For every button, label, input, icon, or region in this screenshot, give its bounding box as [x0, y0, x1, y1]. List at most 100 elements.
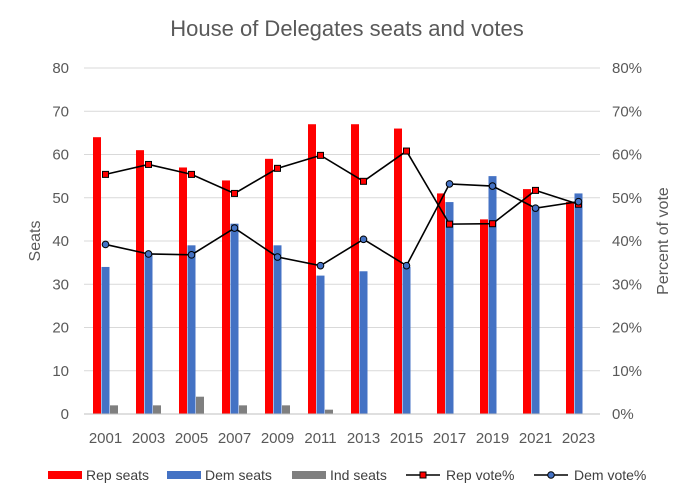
bar-dem-seats-2001 [101, 266, 110, 414]
y-tick-label: 60 [52, 147, 69, 164]
bar-dem-seats-2015 [402, 266, 411, 414]
bar-rep-seats-2017 [437, 193, 445, 414]
bar-dem-seats-2011 [316, 275, 325, 414]
y-tick-label: 20 [52, 320, 69, 337]
x-tick-label: 2003 [132, 430, 165, 447]
x-tick-label: 2015 [390, 430, 423, 447]
marker-rep-vote--2009 [274, 164, 281, 172]
bar-ind-seats-2005 [196, 396, 204, 414]
x-tick-label: 2001 [89, 430, 122, 447]
vote-lines [101, 147, 583, 270]
marker-dem-vote--2003 [144, 250, 153, 258]
legend-label: Dem vote% [574, 467, 646, 483]
legend-item-dem-seats: Dem seats [167, 467, 272, 483]
chart-title: House of Delegates seats and votes [170, 16, 523, 41]
y-tick-label: 30 [52, 276, 69, 293]
bar-rep-seats-2019 [480, 219, 488, 414]
gridlines [84, 67, 600, 415]
y2-tick-label: 10% [612, 363, 642, 380]
marker-dem-vote--2019 [488, 182, 497, 190]
marker-rep-vote--2007 [231, 189, 238, 197]
bar-rep-seats-2015 [394, 128, 402, 415]
bar-dem-seats-2007 [230, 223, 239, 414]
y2-tick-label: 80% [612, 60, 642, 77]
x-tick-label: 2017 [433, 430, 466, 447]
bar-dem-seats-2013 [359, 271, 368, 414]
bar-rep-seats-2005 [179, 167, 187, 414]
bar-rep-seats-2021 [523, 189, 531, 414]
legend: Rep seats Dem seats Ind seats Rep vote% Dem … [48, 467, 646, 483]
legend-item-rep-vote-: Rep vote% [406, 467, 514, 483]
marker-dem-vote--2023 [574, 197, 583, 206]
x-tick-label: 2007 [218, 430, 251, 447]
marker-dem-vote--2001 [101, 240, 110, 249]
y2-tick-label: 50% [612, 190, 642, 207]
x-tick-label: 2021 [519, 430, 552, 447]
legend-label: Ind seats [330, 467, 387, 483]
legend-swatch-marker [547, 471, 555, 479]
marker-rep-vote--2015 [403, 147, 410, 155]
bar-dem-seats-2019 [488, 176, 497, 414]
bar-rep-seats-2023 [566, 202, 574, 414]
bar-rep-seats-2001 [93, 137, 101, 414]
y-tick-label: 0 [61, 406, 69, 423]
x-tick-label: 2023 [562, 430, 595, 447]
bar-dem-seats-2009 [273, 245, 282, 414]
marker-rep-vote--2003 [145, 160, 152, 168]
marker-rep-vote--2011 [317, 151, 324, 159]
x-tick-label: 2005 [175, 430, 208, 447]
legend-swatch [167, 471, 201, 479]
y2-tick-label: 30% [612, 276, 642, 293]
bar-rep-seats-2011 [308, 124, 316, 414]
marker-rep-vote--2013 [360, 177, 367, 185]
legend-label: Dem seats [205, 467, 272, 483]
legend-swatch-marker [419, 471, 427, 479]
x-tick-label: 2009 [261, 430, 294, 447]
marker-dem-vote--2021 [531, 204, 540, 212]
y-tick-label: 10 [52, 363, 69, 380]
bar-dem-seats-2023 [574, 193, 583, 414]
y2-tick-label: 20% [612, 320, 642, 337]
y2-axis-title: Percent of vote [655, 187, 672, 295]
bar-rep-seats-2013 [351, 124, 359, 414]
marker-dem-vote--2013 [359, 235, 368, 244]
marker-dem-vote--2017 [445, 180, 454, 188]
y-tick-label: 40 [52, 233, 69, 250]
bar-dem-seats-2017 [445, 202, 454, 414]
x-tick-label: 2019 [476, 430, 509, 447]
marker-rep-vote--2005 [188, 170, 195, 178]
y2-tick-label: 70% [612, 103, 642, 120]
marker-dem-vote--2005 [187, 251, 196, 259]
bar-dem-seats-2021 [531, 206, 540, 414]
x-tick-label: 2011 [304, 430, 336, 447]
line-dem-vote- [105, 183, 579, 267]
bar-ind-seats-2007 [239, 405, 247, 414]
y-tick-label: 80 [52, 60, 69, 77]
bar-dem-seats-2003 [144, 253, 153, 414]
bar-ind-seats-2003 [153, 405, 161, 414]
marker-rep-vote--2001 [102, 170, 109, 178]
legend-item-rep-seats: Rep seats [48, 467, 149, 483]
axes: 0 10 20 30 40 50 60 70 80 0% 10% 20% 30% 40% 50% 60% 70%… [52, 60, 642, 447]
bar-ind-seats-2001 [110, 405, 118, 414]
y2-tick-label: 60% [612, 147, 642, 164]
y-tick-label: 50 [52, 190, 69, 207]
marker-rep-vote--2017 [446, 220, 453, 228]
bar-ind-seats-2011 [325, 409, 333, 414]
bars [93, 124, 583, 415]
bar-ind-seats-2009 [282, 405, 290, 414]
marker-dem-vote--2009 [273, 253, 282, 261]
bar-rep-seats-2003 [136, 150, 144, 415]
legend-item-dem-vote-: Dem vote% [534, 467, 646, 483]
bar-dem-seats-2005 [187, 245, 196, 414]
legend-swatch [292, 471, 326, 479]
x-tick-label: 2013 [347, 430, 380, 447]
legend-label: Rep vote% [446, 467, 514, 483]
marker-dem-vote--2011 [316, 261, 325, 270]
marker-dem-vote--2015 [402, 261, 411, 270]
legend-label: Rep seats [86, 467, 149, 483]
marker-rep-vote--2021 [532, 186, 539, 194]
bar-rep-seats-2007 [222, 180, 230, 414]
y-tick-label: 70 [52, 103, 69, 120]
